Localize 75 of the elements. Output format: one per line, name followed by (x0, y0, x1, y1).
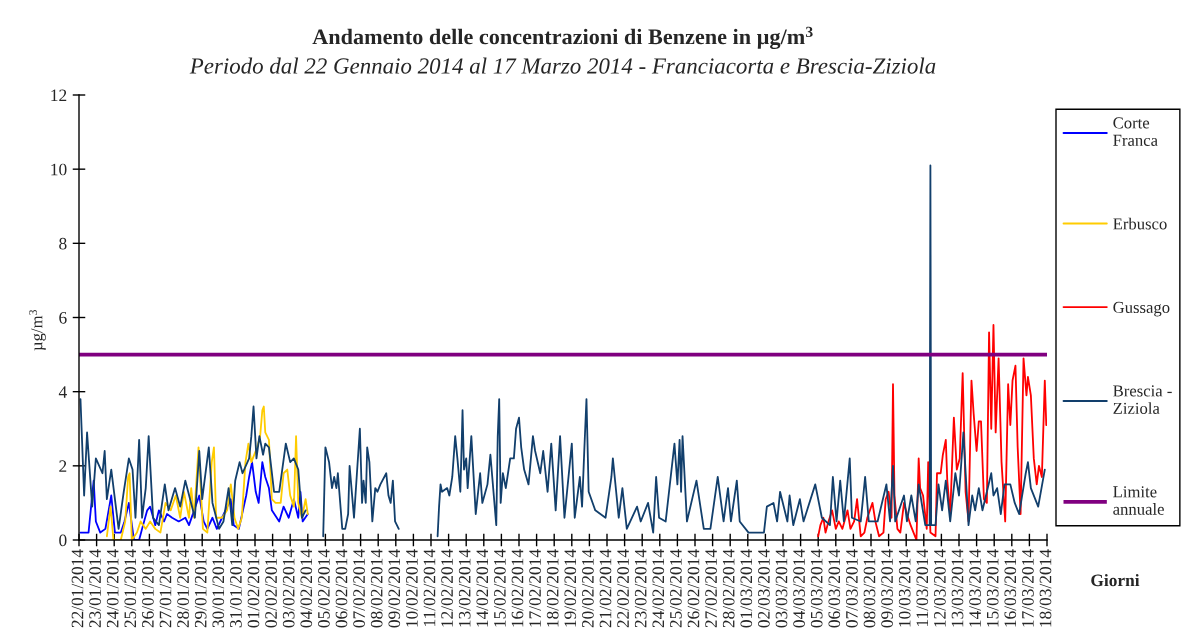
x-tick-label: 12/03/2014 (934, 549, 946, 627)
x-tick-label: 05/02/2014 (318, 549, 330, 628)
y-tick-label: 4 (58, 386, 67, 398)
x-tick-label: 12/02/2014 (441, 549, 453, 627)
chart-title: Andamento delle concentrazioni di Benzene in µg/m$^{3}$ (312, 26, 813, 50)
y-tick-label: 6 (59, 312, 67, 324)
x-tick-label: 22/02/2014 (617, 549, 629, 628)
x-tick-label: 11/03/2014 (916, 549, 929, 626)
x-tick-label: 26/02/2014 (687, 549, 700, 628)
line-series (817, 324, 1047, 540)
x-tick-label: 25/01/2014 (124, 549, 137, 628)
y-tick-label: 2 (59, 460, 67, 472)
x-tick-label: 01/03/2014 (740, 549, 753, 628)
x-tick-label: 08/02/2014 (370, 549, 383, 628)
x-tick-label: 28/02/2014 (722, 549, 735, 628)
x-tick-label: 13/02/2014 (458, 549, 471, 627)
x-tick-label: 18/02/2014 (546, 549, 559, 627)
x-tick-label: 16/03/2014 (1004, 549, 1017, 627)
x-tick-label: 07/03/2014 (846, 549, 858, 628)
x-tick-label: 10/03/2014 (898, 549, 911, 627)
x-tick-label: 22/01/2014 (71, 549, 84, 628)
x-tick-label: 13/03/2014 (951, 549, 964, 627)
y-tick-label: 8 (59, 237, 67, 250)
x-tick-label: 20/02/2014 (582, 549, 594, 628)
x-tick-label: 01/02/2014 (247, 549, 260, 628)
legend-label: Gussago (1113, 301, 1170, 317)
x-tick-label: 06/03/2014 (828, 549, 841, 628)
x-tick-label: 09/02/2014 (388, 549, 401, 628)
y-tick-label: 10 (51, 163, 67, 176)
x-tick-label: 26/01/2014 (142, 549, 154, 628)
x-tick-label: 11/02/2014 (423, 549, 436, 626)
x-tick-label: 17/02/2014 (529, 549, 541, 627)
x-tick-label: 21/02/2014 (599, 549, 612, 628)
x-tick-label: 05/03/2014 (810, 549, 823, 628)
x-tick-label: 15/03/2014 (986, 549, 999, 627)
x-tick-label: 03/03/2014 (775, 549, 788, 628)
x-tick-label: 18/03/2014 (1039, 549, 1052, 627)
x-tick-label: 27/02/2014 (705, 549, 717, 628)
x-tick-label: 24/02/2014 (652, 549, 665, 628)
x-tick-label: 06/02/2014 (335, 549, 348, 628)
x-tick-label: 23/02/2014 (634, 549, 647, 628)
x-tick-label: 17/03/2014 (1022, 549, 1034, 627)
line-series (105, 405, 309, 540)
x-tick-label: 31/01/2014 (230, 549, 242, 628)
chart-subtitle: Periodo dal 22 Gennaio 2014 al 17 Marzo 2014 - Franciacorta e Brescia-Ziziola (189, 57, 936, 74)
x-tick-label: 14/03/2014 (969, 549, 981, 627)
x-tick-label: 16/02/2014 (511, 549, 524, 627)
x-tick-label: 27/01/2014 (159, 549, 172, 628)
x-tick-label: 10/02/2014 (406, 549, 418, 627)
legend-label: Limite annuale (1113, 486, 1164, 515)
x-tick-label: 29/01/2014 (194, 549, 207, 628)
legend-label: Erbusco (1113, 217, 1167, 230)
y-axis-title: µg/m$^{3}$ (29, 309, 46, 351)
x-tick-label: 02/02/2014 (265, 549, 277, 628)
x-tick-label: 30/01/2014 (212, 549, 225, 628)
y-tick-label: 0 (59, 534, 67, 547)
y-tick-label: 12 (51, 89, 67, 102)
x-tick-label: 28/01/2014 (177, 549, 189, 628)
x-tick-label: 19/02/2014 (564, 549, 577, 627)
x-tick-label: 09/03/2014 (881, 549, 893, 628)
x-tick-label: 08/03/2014 (863, 549, 876, 628)
x-tick-label: 24/01/2014 (106, 549, 119, 628)
x-tick-label: 14/02/2014 (476, 549, 489, 627)
legend-label: Corte Franca (1113, 117, 1158, 146)
x-tick-label: 15/02/2014 (494, 549, 506, 627)
x-axis-title: Giorni (1091, 574, 1140, 587)
x-tick-label: 07/02/2014 (353, 549, 365, 628)
x-tick-label: 02/03/2014 (758, 549, 770, 628)
x-tick-label: 03/02/2014 (282, 549, 295, 628)
x-tick-label: 25/02/2014 (670, 549, 682, 628)
x-tick-label: 04/03/2014 (793, 549, 805, 628)
line-series (79, 461, 309, 540)
legend-label: Brescia - Ziziola (1113, 385, 1172, 414)
x-tick-label: 23/01/2014 (89, 549, 101, 628)
x-tick-label: 04/02/2014 (300, 549, 313, 628)
